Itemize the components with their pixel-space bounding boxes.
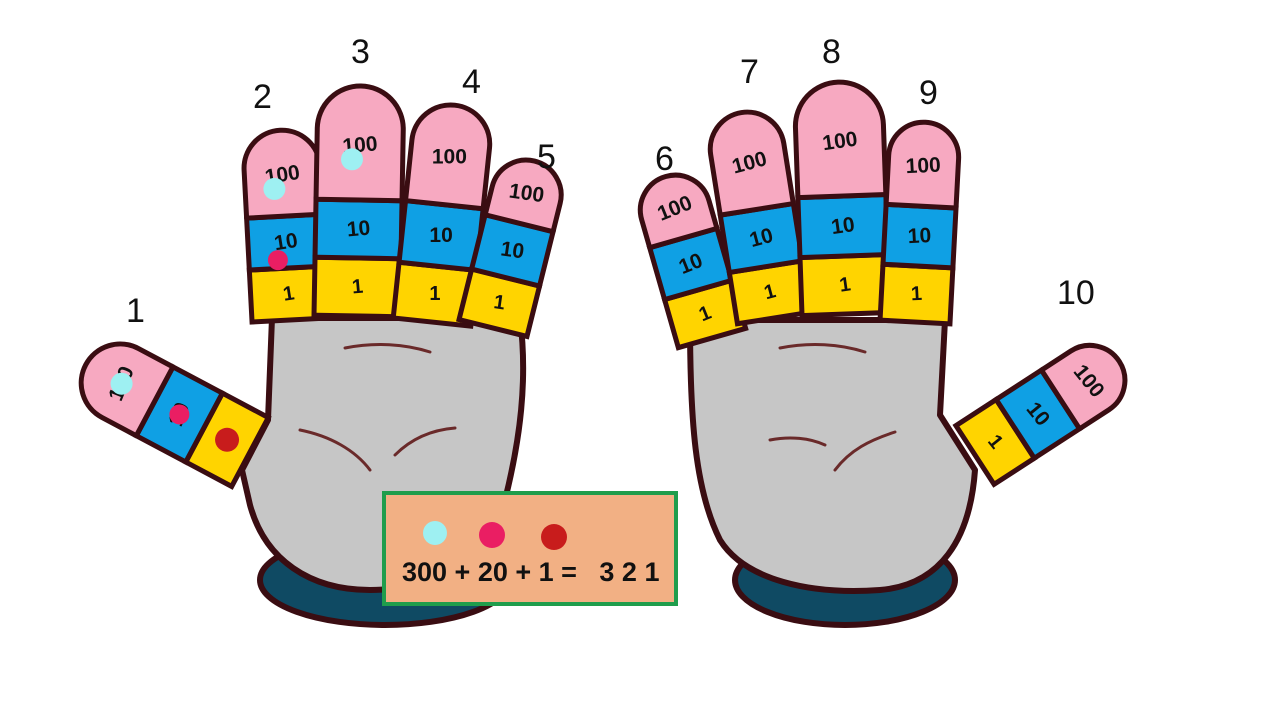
finger-4-hundreds-label: 100 [432,145,467,168]
finger-number-7: 7 [740,53,759,91]
finger-7-hundreds-segment [707,109,796,218]
bead-finger-2-tens [267,250,288,271]
fingers: 1101001101001101001101001101001101001101… [78,79,1128,490]
finger-7-ones-label: 1 [762,280,778,304]
finger-number-4: 4 [462,63,481,101]
finger-number-10: 10 [1057,274,1095,312]
finger-2-ones-label: 1 [281,282,295,305]
bead-finger-1-tens [169,404,190,425]
right-palm [687,317,978,594]
finger-8: 1 10 100 [792,79,893,319]
legend-dot-tens [479,522,505,548]
finger-9-hundreds-label: 100 [905,153,941,178]
finger-number-2: 2 [253,78,272,116]
finger-number-9: 9 [919,74,938,112]
palm-creases [298,343,897,472]
finger-8-hundreds-segment [792,79,889,201]
finger-5-tens-label: 10 [499,237,525,263]
equation-text: 300 + 20 + 1 = 3 2 1 [402,557,660,587]
finger-4-hundreds-segment [403,102,493,212]
finger-6-hundreds-segment [637,172,720,251]
beads [110,148,363,452]
finger-9-ones-label: 1 [910,283,922,306]
finger-number-8: 8 [822,33,841,71]
finger-4: 1 10 100 [390,102,493,329]
finger-8-ones-label: 1 [838,273,852,296]
finger-5-hundreds-label: 100 [508,180,546,208]
finger-4-tens-label: 10 [429,224,452,247]
bead-finger-3-hundreds [340,148,363,171]
equation-box: 300 + 20 + 1 = 3 2 1 [382,491,678,606]
finger-number-3: 3 [351,33,370,71]
finger-number-1: 1 [126,292,145,330]
legend-dot-hundreds [423,521,447,545]
finger-4-ones-label: 1 [429,283,440,305]
finger-5: 1 10 100 [456,157,564,340]
finger-3-hundreds-segment [313,83,406,204]
finger-8-tens-label: 10 [830,213,856,239]
bead-finger-1-hundreds [110,372,133,395]
finger-5-hundreds-segment [482,157,564,235]
finger-number-5: 5 [537,138,556,176]
finger-3-tens-label: 10 [346,217,371,242]
finger-3-ones-label: 1 [351,276,364,299]
finger-8-hundreds-label: 100 [821,128,859,156]
bead-finger-2-hundreds [263,177,286,200]
finger-number-6: 6 [655,140,674,178]
finger-9-tens-label: 10 [907,224,932,248]
finger-10-hundreds-segment [1038,342,1128,432]
finger-9-hundreds-segment [883,119,962,211]
finger-9: 1 10 100 [877,119,962,327]
finger-5-ones-label: 1 [492,291,506,314]
legend-dot-ones [541,524,567,550]
bead-finger-1-ones [215,427,240,452]
